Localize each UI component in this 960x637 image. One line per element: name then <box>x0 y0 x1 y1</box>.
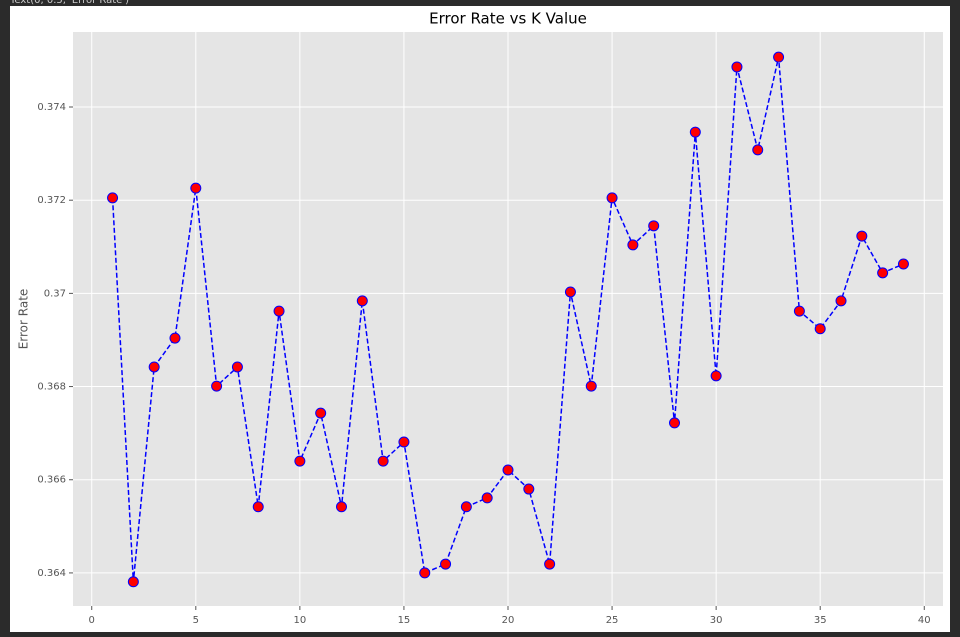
x-tick-label: 0 <box>89 615 95 626</box>
data-point <box>231 361 243 373</box>
data-point <box>752 144 764 156</box>
y-axis-label: Error Rate <box>17 289 31 350</box>
x-tick-label: 35 <box>814 615 827 626</box>
y-tick-label: 0.364 <box>37 568 66 579</box>
data-point <box>252 501 264 513</box>
y-tick-label: 0.366 <box>37 475 66 486</box>
data-point <box>689 126 701 138</box>
y-tick-label: 0.368 <box>37 382 66 393</box>
data-point <box>585 380 597 392</box>
data-point <box>273 305 285 317</box>
data-point <box>502 464 514 476</box>
data-point <box>877 267 889 279</box>
y-tick-label: 0.372 <box>37 195 66 206</box>
data-point <box>460 501 472 513</box>
data-point <box>481 492 493 504</box>
data-point <box>710 370 722 382</box>
chart-title: Error Rate vs K Value <box>429 10 587 28</box>
data-point <box>544 558 556 570</box>
x-tick-label: 10 <box>293 615 306 626</box>
data-point <box>440 558 452 570</box>
output-text: Text(0, 0.5, 'Error Rate') <box>9 0 129 6</box>
data-point <box>731 61 743 73</box>
data-point <box>419 567 431 579</box>
x-tick-label: 20 <box>502 615 515 626</box>
data-point <box>294 455 306 467</box>
x-tick-label: 40 <box>918 615 931 626</box>
data-point <box>606 192 618 204</box>
data-point <box>315 407 327 419</box>
y-tick-label: 0.374 <box>37 102 66 113</box>
data-point <box>897 258 909 270</box>
data-point <box>107 192 119 204</box>
x-tick-label: 30 <box>710 615 723 626</box>
data-point <box>627 239 639 251</box>
data-point <box>127 576 139 588</box>
y-tick-label: 0.37 <box>44 288 66 299</box>
data-point <box>564 286 576 298</box>
data-point <box>169 332 181 344</box>
data-point <box>398 436 410 448</box>
data-point <box>356 295 368 307</box>
data-point <box>377 455 389 467</box>
data-point <box>856 230 868 242</box>
data-point <box>335 501 347 513</box>
data-point <box>190 182 202 194</box>
data-point <box>148 361 160 373</box>
data-point <box>835 295 847 307</box>
data-point <box>793 305 805 317</box>
x-tick-label: 15 <box>398 615 411 626</box>
data-point <box>523 483 535 495</box>
data-point <box>211 380 223 392</box>
x-tick-label: 5 <box>193 615 199 626</box>
data-point <box>669 417 681 429</box>
data-point <box>814 323 826 335</box>
x-tick-label: 25 <box>606 615 619 626</box>
data-point <box>773 51 785 63</box>
data-line <box>111 56 904 582</box>
data-point <box>648 220 660 232</box>
